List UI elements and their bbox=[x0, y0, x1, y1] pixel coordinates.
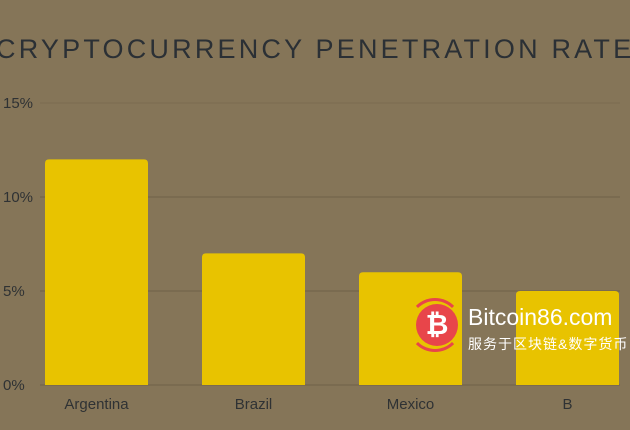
watermark-subtitle: 服务于区块链&数字货币 bbox=[468, 336, 629, 352]
watermark: ₿ Bitcoin86.com 服务于区块链&数字货币 bbox=[408, 298, 630, 360]
watermark-site: Bitcoin86.com bbox=[468, 304, 613, 330]
chart-title: CRYPTOCURRENCY PENETRATION RATES bbox=[0, 34, 630, 64]
x-tick-label: Brazil bbox=[235, 396, 273, 413]
bar-b bbox=[516, 291, 619, 385]
y-tick-label: 15% bbox=[3, 95, 33, 112]
y-tick-label: 0% bbox=[3, 377, 25, 394]
x-tick-label: Argentina bbox=[64, 396, 129, 413]
y-tick-label: 5% bbox=[3, 283, 25, 300]
bitcoin-logo-icon: ₿ bbox=[416, 304, 458, 346]
bar-brazil bbox=[202, 253, 305, 385]
bar-argentina bbox=[45, 159, 148, 385]
x-tick-label: Mexico bbox=[387, 396, 435, 413]
watermark-ring-icon bbox=[408, 298, 462, 352]
y-tick-label: 10% bbox=[3, 189, 33, 206]
x-tick-label: B bbox=[562, 396, 572, 413]
